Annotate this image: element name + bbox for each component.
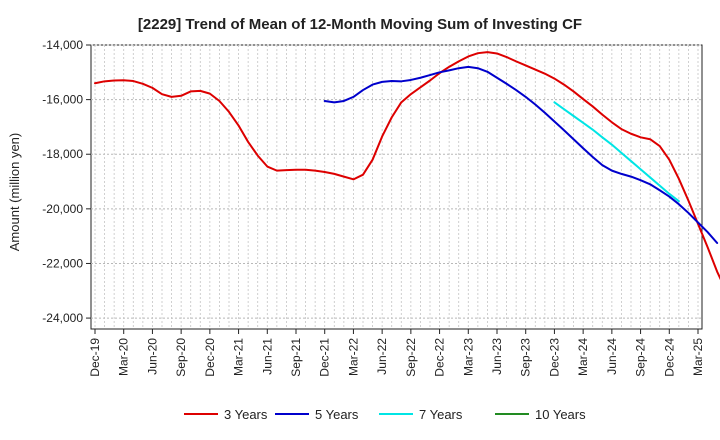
y-tick-label: -18,000 (42, 147, 83, 161)
grid-lines (91, 44, 702, 329)
x-axis: Dec-19 Mar-20 Jun-20 Sep-20 Dec-20 Mar-21 Jun-… (88, 329, 705, 377)
x-tick-label: Dec-22 (433, 338, 447, 377)
x-tick-label: Sep-20 (174, 338, 188, 377)
plot-area (90, 44, 703, 330)
x-tick-label: Sep-23 (519, 338, 533, 377)
x-tick-label: Mar-25 (691, 338, 705, 376)
series-line-7-years (553, 101, 680, 203)
x-tick-label: Jun-20 (145, 338, 159, 375)
y-axis-title: Amount (million yen) (7, 133, 22, 252)
x-tick-label: Mar-21 (232, 338, 246, 376)
x-tick-label: Sep-24 (634, 338, 648, 377)
x-tick-label: Mar-23 (461, 338, 475, 376)
x-tick-label: Dec-20 (203, 338, 217, 377)
x-tick-label: Mar-22 (346, 338, 360, 376)
x-tick-label: Dec-23 (547, 338, 561, 377)
legend-label-7-years: 7 Years (419, 407, 463, 422)
x-tick-label: Dec-24 (662, 338, 676, 377)
y-tick-label: -14,000 (42, 38, 83, 52)
x-tick-label: Dec-19 (88, 338, 102, 377)
series-lines (94, 51, 720, 281)
x-tick-label: Dec-21 (318, 338, 332, 377)
x-tick-label: Mar-20 (117, 338, 131, 376)
x-tick-label: Jun-24 (605, 338, 619, 375)
legend-label-5-years: 5 Years (315, 407, 359, 422)
y-tick-label: -16,000 (42, 93, 83, 107)
series-line-5-years (323, 65, 719, 244)
legend-label-10-years: 10 Years (535, 407, 586, 422)
legend: 3 Years 5 Years 7 Years 10 Years (184, 407, 586, 422)
x-tick-label: Jun-21 (260, 338, 274, 375)
chart-title: [2229] Trend of Mean of 12-Month Moving … (138, 16, 582, 33)
series-line-3-years (94, 51, 720, 281)
y-tick-label: -24,000 (42, 311, 83, 325)
x-tick-label: Sep-22 (404, 338, 418, 377)
x-tick-label: Jun-22 (375, 338, 389, 375)
y-tick-label: -22,000 (42, 256, 83, 270)
x-tick-label: Jun-23 (490, 338, 504, 375)
legend-label-3-years: 3 Years (224, 407, 268, 422)
x-tick-label: Sep-21 (289, 338, 303, 377)
y-axis: -14,000 -16,000 -18,000 -20,000 -22,000 -24,0… (42, 38, 91, 325)
x-tick-label: Mar-24 (576, 338, 590, 376)
y-tick-label: -20,000 (42, 202, 83, 216)
